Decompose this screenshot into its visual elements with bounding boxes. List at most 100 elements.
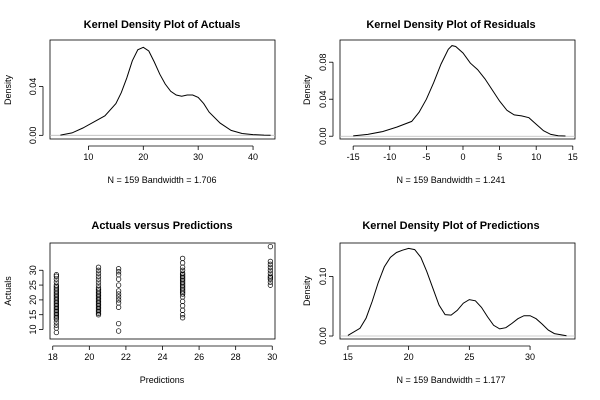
y-tick-label: 0.04 bbox=[318, 90, 328, 108]
scatter-point bbox=[115, 276, 122, 282]
scatter-point bbox=[53, 325, 60, 331]
scatter-point bbox=[53, 272, 60, 278]
y-tick-label: 0.00 bbox=[318, 127, 328, 145]
plot-frame bbox=[339, 242, 576, 340]
scatter-point bbox=[267, 261, 274, 267]
scatter-point bbox=[179, 267, 186, 273]
scatter-point bbox=[179, 273, 186, 279]
scatter-point bbox=[267, 273, 274, 279]
scatter-point bbox=[179, 264, 186, 270]
y-axis-label: Density bbox=[3, 74, 13, 105]
density-curve bbox=[60, 46, 271, 136]
scatter-point bbox=[115, 272, 122, 278]
scatter-point bbox=[115, 320, 122, 327]
y-tick-label: 25 bbox=[28, 280, 38, 290]
x-tick-label: 15 bbox=[568, 152, 578, 162]
scatter-point bbox=[95, 282, 102, 288]
scatter-point bbox=[95, 270, 102, 276]
x-tick-label: 0 bbox=[460, 152, 465, 162]
scatter-point bbox=[267, 282, 274, 288]
scatter-point bbox=[115, 328, 122, 334]
scatter-point bbox=[95, 273, 102, 279]
y-tick-label: 0.04 bbox=[28, 78, 38, 96]
y-axis-label: Density bbox=[302, 275, 312, 306]
x-tick-label: 24 bbox=[157, 352, 167, 362]
scatter-point bbox=[53, 273, 60, 279]
x-axis: 18 20 22 24 26 28 30 bbox=[48, 345, 277, 362]
y-tick-label: 15 bbox=[28, 310, 38, 320]
y-tick-label: 0.00 bbox=[28, 127, 38, 145]
x-tick-label: -10 bbox=[383, 152, 396, 162]
scatter-point bbox=[179, 315, 186, 321]
scatter-point bbox=[95, 276, 102, 282]
density-curve bbox=[353, 45, 566, 137]
x-axis-label: N = 159 Bandwidth = 1.177 bbox=[396, 375, 505, 385]
scatter-point bbox=[115, 300, 122, 306]
scatter-point bbox=[95, 264, 102, 270]
x-axis-label: N = 159 Bandwidth = 1.241 bbox=[396, 175, 505, 185]
y-axis: 0.00 0.04 bbox=[28, 78, 44, 145]
x-axis-label: N = 159 Bandwidth = 1.706 bbox=[107, 175, 216, 185]
x-tick-label: 10 bbox=[83, 152, 93, 162]
scatter-point bbox=[267, 267, 274, 273]
y-tick-label: 20 bbox=[28, 295, 38, 305]
x-tick-label: -5 bbox=[422, 152, 430, 162]
panel-actuals-vs-predictions: Actuals versus Predictions Predictions A… bbox=[3, 220, 277, 385]
scatter-point bbox=[267, 243, 274, 250]
scatter-point bbox=[179, 298, 186, 305]
scatter-point bbox=[179, 260, 186, 266]
scatter-point bbox=[95, 267, 102, 273]
x-tick-label: 30 bbox=[267, 352, 277, 362]
y-tick-label: 0.10 bbox=[318, 268, 328, 286]
chart-title: Kernel Density Plot of Actuals bbox=[84, 19, 241, 31]
scatter-point bbox=[95, 288, 102, 294]
scatter-point bbox=[115, 266, 122, 272]
density-curve bbox=[347, 247, 567, 337]
y-axis-label: Actuals bbox=[3, 276, 13, 306]
chart-title: Kernel Density Plot of Predictions bbox=[362, 220, 539, 232]
scatter-point bbox=[115, 282, 122, 288]
scatter-point bbox=[267, 270, 274, 276]
x-tick-label: 26 bbox=[194, 352, 204, 362]
scatter-point bbox=[179, 312, 186, 318]
x-axis-label: Predictions bbox=[140, 375, 185, 385]
scatter-point bbox=[179, 303, 186, 309]
scatter-point bbox=[115, 291, 122, 297]
x-axis: 15 20 25 30 bbox=[343, 345, 535, 362]
scatter-point bbox=[95, 279, 102, 285]
plot-frame bbox=[49, 39, 276, 140]
scatter-point bbox=[267, 264, 274, 270]
x-axis: -15 -10 -5 0 5 10 15 bbox=[347, 145, 578, 162]
scatter-point bbox=[179, 270, 186, 276]
y-tick-label: 30 bbox=[28, 265, 38, 275]
x-axis: 10 20 30 40 bbox=[83, 145, 258, 162]
x-tick-label: 40 bbox=[248, 152, 258, 162]
plot-frame bbox=[339, 39, 576, 140]
y-tick-label: 0.08 bbox=[318, 53, 328, 71]
y-axis: 0.00 0.10 bbox=[318, 268, 334, 345]
x-tick-label: 20 bbox=[84, 352, 94, 362]
y-axis: 0.00 0.04 0.08 bbox=[318, 53, 334, 145]
scatter-point bbox=[267, 258, 274, 265]
x-tick-label: 22 bbox=[121, 352, 131, 362]
scatter-point bbox=[267, 276, 274, 282]
plot-frame bbox=[49, 242, 276, 340]
chart-title: Actuals versus Predictions bbox=[91, 220, 232, 232]
scatter-point bbox=[179, 307, 186, 313]
x-tick-label: 10 bbox=[531, 152, 541, 162]
panel-actuals-density: Kernel Density Plot of Actuals N = 159 B… bbox=[3, 19, 276, 185]
scatter-point bbox=[115, 288, 122, 294]
x-tick-label: -15 bbox=[347, 152, 360, 162]
x-tick-label: 20 bbox=[138, 152, 148, 162]
scatter-point bbox=[115, 304, 122, 310]
y-axis-label: Density bbox=[302, 74, 312, 105]
scatter-point bbox=[115, 294, 122, 300]
scatter-point bbox=[53, 329, 60, 336]
x-tick-label: 18 bbox=[48, 352, 58, 362]
x-tick-label: 30 bbox=[525, 352, 535, 362]
panel-residuals-density: Kernel Density Plot of Residuals N = 159… bbox=[302, 19, 578, 185]
scatter-point bbox=[179, 255, 186, 262]
x-tick-label: 30 bbox=[193, 152, 203, 162]
